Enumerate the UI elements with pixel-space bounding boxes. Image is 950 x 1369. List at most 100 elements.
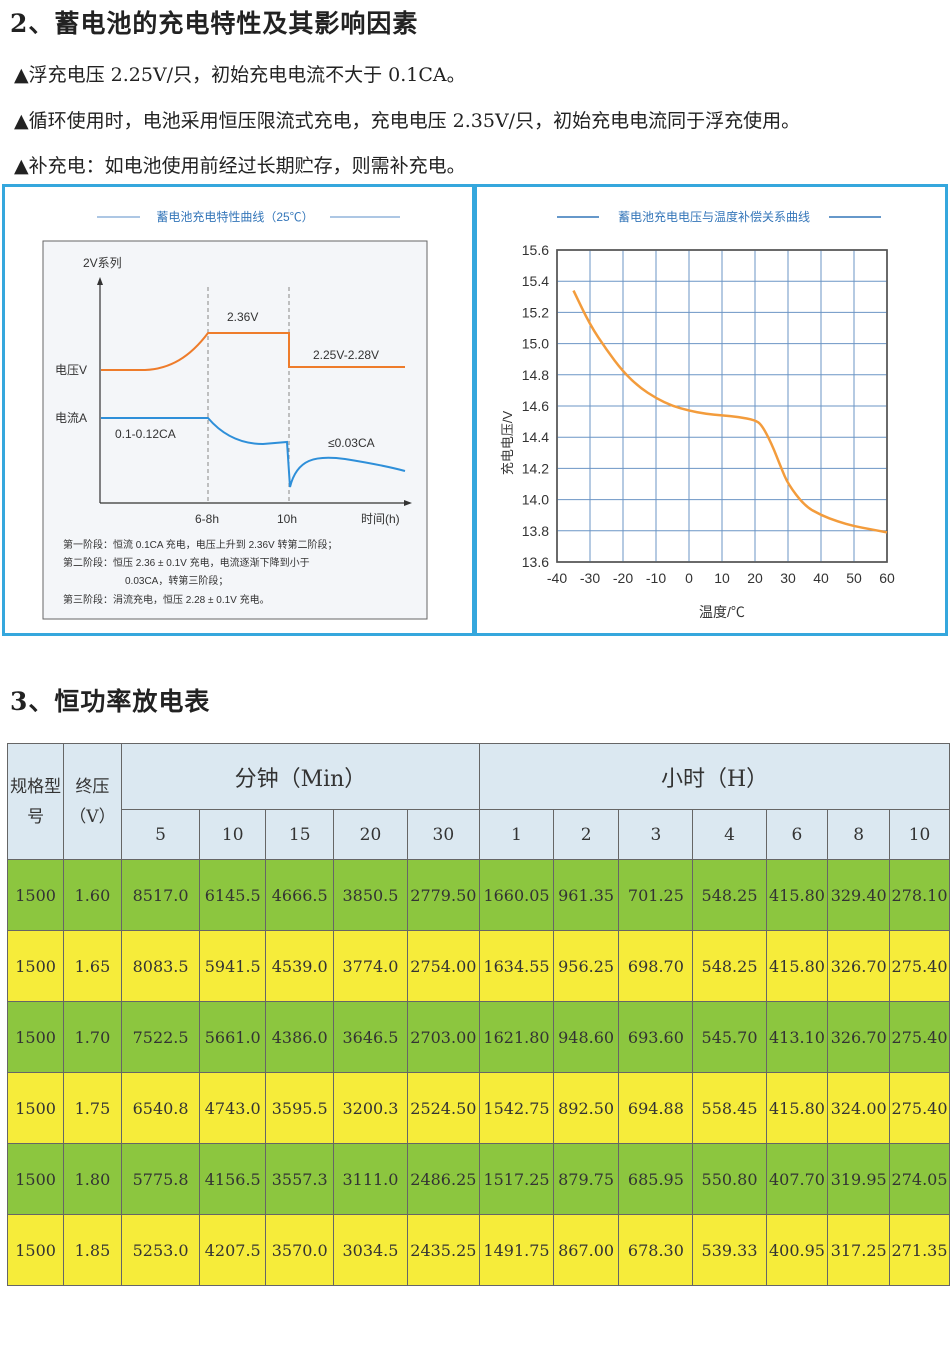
table-row: 1500 1.65 8083.5 5941.5 4539.0 3774.0 2754.00 1…: [6, 930, 950, 1002]
table-cell: 867.00: [552, 1214, 620, 1286]
table-cell: 3570.0: [265, 1214, 335, 1286]
header-min-20: 20: [333, 809, 408, 860]
table-cell: 2779.50: [406, 859, 481, 931]
table-cell: 694.88: [618, 1072, 694, 1144]
note-stage3: 第三阶段：涓流充电，恒压 2.28 ± 0.1V 充电。: [63, 593, 270, 606]
table-cell: 1517.25: [479, 1143, 554, 1215]
table-cell: 879.75: [552, 1143, 620, 1215]
section3-heading: 3、恒功率放电表: [10, 687, 211, 716]
y-tick-label: 13.6: [522, 554, 549, 570]
table-cell: 548.25: [692, 859, 767, 931]
table-row: 1500 1.70 7522.5 5661.0 4386.0 3646.5 2703.00 1…: [6, 1001, 950, 1073]
x-tick-label: -40: [547, 570, 567, 586]
header-hour-8: 8: [827, 809, 891, 860]
y-axis-label: 充电电压/V: [500, 411, 515, 476]
table-cell: 1.75: [63, 1072, 122, 1144]
table-cell: 278.10: [889, 859, 950, 931]
table-cell: 1500: [6, 1214, 65, 1286]
header-minutes-group: 分钟（Min）: [120, 743, 481, 810]
table-cell: 6540.8: [120, 1072, 201, 1144]
table-cell: 4156.5: [199, 1143, 267, 1215]
table-cell: 8517.0: [120, 859, 201, 931]
table-cell: 2703.00: [406, 1001, 481, 1073]
table-cell: 415.80: [765, 859, 829, 931]
table-cell: 326.70: [827, 930, 891, 1002]
y-tick-label: 15.6: [522, 242, 549, 258]
table-row: 1500 1.75 6540.8 4743.0 3595.5 3200.3 2524.50 1…: [6, 1072, 950, 1144]
label-2-36v: 2.36V: [227, 310, 258, 324]
x-axis-arrow: [404, 500, 412, 506]
header-hour-2: 2: [552, 809, 620, 860]
y-tick-label: 14.6: [522, 398, 549, 414]
table-cell: 5661.0: [199, 1001, 267, 1073]
x-tick-label: 50: [846, 570, 862, 586]
header-hour-1: 1: [479, 809, 554, 860]
table-cell: 1.65: [63, 930, 122, 1002]
table-cell: 4743.0: [199, 1072, 267, 1144]
table-cell: 4666.5: [265, 859, 335, 931]
table-cell: 275.40: [889, 930, 950, 1002]
table-cell: 2486.25: [406, 1143, 481, 1215]
table-cell: 1500: [6, 1001, 65, 1073]
constant-power-discharge-table: 规格型号 终压（V） 分钟（Min） 小时（H） 5 10 15 20 30 1 2 3 4 6 8…: [6, 743, 950, 1286]
table-cell: 1.60: [63, 859, 122, 931]
label-current-stage3: ≤0.03CA: [328, 436, 375, 450]
header-spec: 规格型号: [6, 743, 65, 860]
table-cell: 558.45: [692, 1072, 767, 1144]
table-cell: 548.25: [692, 930, 767, 1002]
y-tick-label: 15.0: [522, 336, 549, 352]
header-min-5: 5: [120, 809, 201, 860]
table-cell: 317.25: [827, 1214, 891, 1286]
table-cell: 326.70: [827, 1001, 891, 1073]
table-cell: 2524.50: [406, 1072, 481, 1144]
table-cell: 2754.00: [406, 930, 481, 1002]
supplement-charge-line: ▲补充电：如电池使用前经过长期贮存，则需补充电。: [14, 155, 466, 177]
table-cell: 407.70: [765, 1143, 829, 1215]
x-tick-6-8h: 6-8h: [195, 512, 219, 526]
cycle-charge-line: ▲循环使用时，电池采用恒压限流式充电，充电电压 2.35V/只，初始充电电流同于…: [14, 110, 801, 132]
x-tick-label: 20: [747, 570, 763, 586]
y-tick-label: 15.4: [522, 273, 549, 289]
table-cell: 1660.05: [479, 859, 554, 931]
table-cell: 685.95: [618, 1143, 694, 1215]
table-cell: 961.35: [552, 859, 620, 931]
table-cell: 324.00: [827, 1072, 891, 1144]
table-cell: 1500: [6, 859, 65, 931]
table-cell: 698.70: [618, 930, 694, 1002]
table-cell: 400.95: [765, 1214, 829, 1286]
table-cell: 678.30: [618, 1214, 694, 1286]
table-cell: 415.80: [765, 930, 829, 1002]
x-axis-label: 时间(h): [361, 512, 400, 526]
table-cell: 413.10: [765, 1001, 829, 1073]
table-row: 1500 1.85 5253.0 4207.5 3570.0 3034.5 2435.25 1…: [6, 1214, 950, 1286]
table-cell: 956.25: [552, 930, 620, 1002]
note-stage2: 第二阶段：恒压 2.36 ± 0.1V 充电，电流逐渐下降到小于: [63, 556, 310, 569]
charging-characteristic-diagram: 蓄电池充电特性曲线（25℃） 2V系列 电压V 电流A 2.36V 2.25V-…: [42, 209, 428, 620]
table-cell: 3034.5: [333, 1214, 408, 1286]
plot-border: [556, 249, 888, 563]
table-cell: 693.60: [618, 1001, 694, 1073]
float-charge-line: ▲浮充电压 2.25V/只，初始充电电流不大于 0.1CA。: [14, 64, 466, 86]
table-cell: 1500: [6, 1072, 65, 1144]
voltage-curve: [101, 332, 405, 371]
table-cell: 274.05: [889, 1143, 950, 1215]
y-tick-label: 14.2: [522, 460, 549, 476]
table-cell: 319.95: [827, 1143, 891, 1215]
table-cell: 701.25: [618, 859, 694, 931]
note-stage1: 第一阶段：恒流 0.1CA 充电，电压上升到 2.36V 转第二阶段；: [63, 538, 338, 551]
table-row: 1500 1.80 5775.8 4156.5 3557.3 3111.0 2486.25 1…: [6, 1143, 950, 1215]
x-axis-label: 温度/℃: [699, 604, 745, 620]
table-cell: 6145.5: [199, 859, 267, 931]
y-axis-arrow: [97, 277, 103, 285]
y-tick-label: 15.2: [522, 304, 549, 320]
temperature-compensation-panel: 蓄电池充电电压与温度补偿关系曲线 充电电压/V 温度/℃ -40 -30 -20 -1…: [474, 184, 948, 636]
table-cell: 1491.75: [479, 1214, 554, 1286]
header-min-15: 15: [265, 809, 335, 860]
table-cell: 271.35: [889, 1214, 950, 1286]
table-cell: 4539.0: [265, 930, 335, 1002]
table-cell: 3200.3: [333, 1072, 408, 1144]
voltage-axis-label: 电压V: [55, 363, 87, 377]
y-tick-label: 14.4: [522, 429, 549, 445]
x-tick-label: -20: [613, 570, 633, 586]
table-cell: 1634.55: [479, 930, 554, 1002]
